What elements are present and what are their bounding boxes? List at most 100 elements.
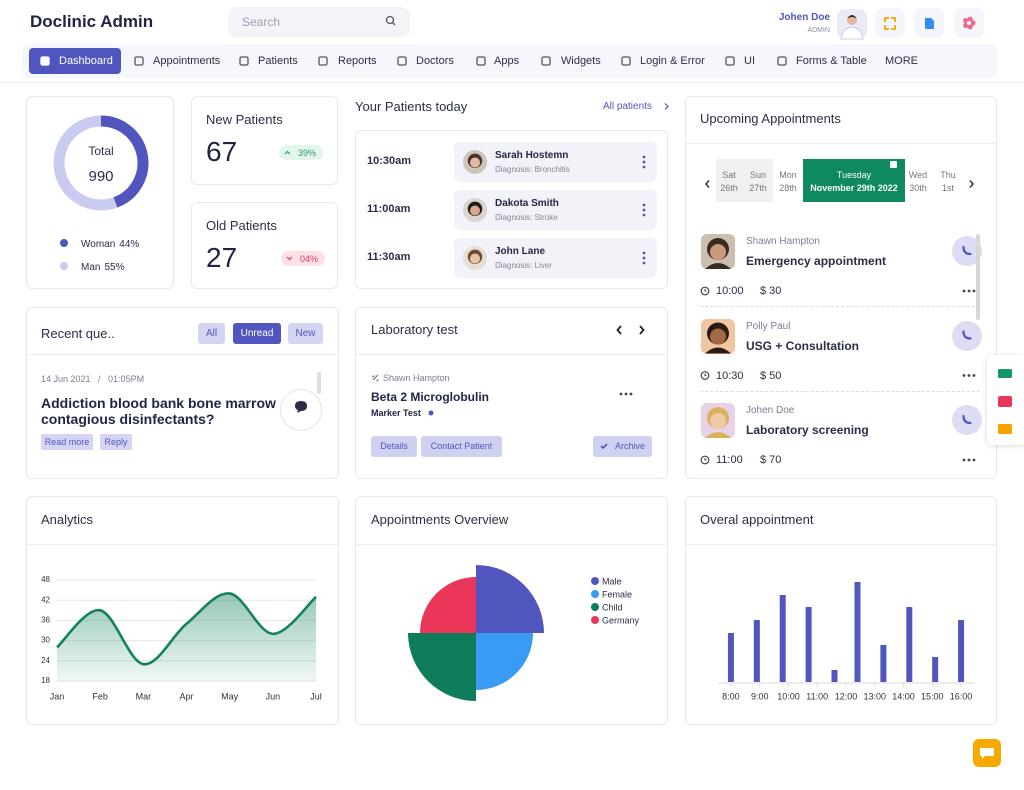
doctor-name: Johen Doe bbox=[746, 405, 795, 416]
nav-item[interactable]: Reports bbox=[338, 55, 377, 67]
action-button[interactable]: Contact Patient bbox=[421, 436, 502, 457]
appointment-time: 11:00 bbox=[716, 454, 743, 466]
divider bbox=[26, 544, 339, 545]
day-date[interactable]: 30th bbox=[909, 183, 927, 193]
stat-badge bbox=[279, 145, 323, 160]
card bbox=[685, 496, 997, 725]
appointment-title: USG + Consultation bbox=[746, 338, 860, 353]
day-date[interactable]: 27th bbox=[749, 183, 767, 193]
day-date[interactable]: 1st bbox=[941, 183, 954, 193]
appointment-price: $ 30 bbox=[760, 285, 782, 297]
doctor-name: Shawn Hampton bbox=[746, 236, 820, 247]
user-avatar[interactable] bbox=[837, 9, 867, 39]
nav-item[interactable]: Doctors bbox=[416, 55, 454, 67]
nav-item[interactable]: Apps bbox=[494, 55, 520, 67]
stat-badge bbox=[281, 251, 325, 266]
doctor-avatar bbox=[701, 318, 735, 354]
day-name[interactable]: Sun bbox=[749, 170, 766, 180]
stat-title: New Patients bbox=[206, 112, 283, 127]
stat-value: 67 bbox=[206, 136, 238, 167]
appointment-title: Laboratory screening bbox=[746, 423, 869, 437]
card bbox=[26, 496, 339, 725]
chat-button[interactable] bbox=[280, 389, 322, 431]
scrollbar-thumb bbox=[317, 372, 321, 394]
doctor-name: Polly Paul bbox=[746, 320, 791, 332]
nav-item[interactable]: Login & Error bbox=[640, 55, 705, 67]
lab-marker: Marker Test bbox=[371, 408, 421, 418]
appointment-time: 11:00am bbox=[367, 203, 411, 215]
day-selected[interactable] bbox=[803, 159, 905, 202]
appointment-price: $ 50 bbox=[760, 369, 782, 382]
scrollbar-thumb bbox=[976, 234, 980, 320]
patient-chip[interactable] bbox=[454, 190, 657, 230]
help-button[interactable] bbox=[973, 739, 1001, 767]
divider bbox=[26, 354, 339, 355]
day-date[interactable]: 26th bbox=[720, 183, 738, 193]
day-name: Tuesday bbox=[836, 170, 872, 180]
stat-title: Old Patients bbox=[206, 218, 277, 233]
day-date[interactable]: 28th bbox=[779, 183, 797, 193]
filter-button[interactable]: New bbox=[288, 323, 323, 344]
brand: Doclinic Admin bbox=[30, 12, 154, 31]
lab-patient: Shawn Hampton bbox=[383, 373, 450, 383]
nav-item[interactable]: Widgets bbox=[561, 55, 601, 67]
action-button[interactable]: Archive bbox=[593, 436, 652, 457]
patient-diagnosis: Diagnosis: Liver bbox=[495, 261, 552, 270]
nav-item[interactable]: MORE bbox=[885, 55, 918, 67]
nav-item[interactable]: Patients bbox=[258, 55, 298, 67]
card bbox=[355, 496, 668, 725]
day-name[interactable]: Wed bbox=[908, 170, 928, 180]
nav-item[interactable]: UI bbox=[744, 55, 755, 67]
question-datetime: 14 Jun 2021 / 01:05PM bbox=[41, 374, 145, 384]
nav-item[interactable]: Dashboard bbox=[59, 55, 113, 67]
action-button[interactable]: Reply bbox=[100, 434, 132, 450]
stat-change: 04% bbox=[300, 254, 319, 264]
call-button[interactable] bbox=[952, 405, 982, 435]
doctor-avatar bbox=[701, 234, 735, 269]
divider bbox=[355, 544, 668, 545]
day-date: November 29th 2022 bbox=[810, 183, 898, 193]
dashed-divider bbox=[700, 390, 980, 392]
filter-button[interactable]: All bbox=[198, 323, 225, 344]
header-divider bbox=[0, 82, 1024, 83]
nav-item[interactable]: Forms & Table bbox=[796, 55, 867, 67]
patient-chip[interactable] bbox=[454, 238, 657, 278]
section-title: Upcoming Appointments bbox=[700, 111, 841, 126]
nav-item[interactable]: Appointments bbox=[153, 55, 221, 67]
user-name: Johen Doe bbox=[778, 12, 830, 23]
icon-button[interactable] bbox=[875, 8, 905, 38]
divider bbox=[685, 544, 997, 545]
divider bbox=[685, 143, 997, 144]
day-bg bbox=[716, 159, 773, 202]
chart-title: Overal appointment bbox=[700, 512, 814, 527]
question-text: Addiction blood bank bone marrow contagi… bbox=[41, 395, 276, 427]
icon-button[interactable] bbox=[954, 8, 984, 38]
divider bbox=[355, 354, 668, 355]
patient-chip[interactable] bbox=[454, 142, 657, 182]
side-toolbar[interactable] bbox=[987, 355, 1024, 445]
patient-diagnosis: Diagnosis: Bronchitis bbox=[495, 165, 570, 174]
day-name[interactable]: Sat bbox=[722, 170, 736, 180]
search-box[interactable] bbox=[228, 7, 410, 37]
patient-diagnosis: Diagnosis: Stroke bbox=[495, 213, 558, 222]
dashed-divider bbox=[700, 306, 980, 307]
appointment-time: 10:00 bbox=[716, 285, 744, 297]
doctor-avatar bbox=[701, 403, 735, 438]
patient-name: Dakota Smith bbox=[495, 198, 559, 209]
all-patients-link[interactable]: All patients bbox=[603, 101, 652, 112]
day-name[interactable]: Mon bbox=[779, 170, 797, 180]
day-name[interactable]: Thu bbox=[940, 170, 956, 180]
appointment-time: 10:30 bbox=[716, 369, 744, 382]
action-button[interactable]: Read more bbox=[41, 434, 93, 450]
icon-button[interactable] bbox=[914, 8, 944, 38]
section-title: Your Patients today bbox=[355, 99, 468, 114]
appointment-title: Emergency appointment bbox=[746, 254, 887, 268]
card bbox=[26, 96, 174, 289]
stat-change: 39% bbox=[298, 148, 317, 158]
action-button[interactable]: Details bbox=[371, 436, 417, 457]
appointment-time: 11:30am bbox=[367, 251, 411, 263]
card bbox=[191, 202, 338, 289]
filter-button[interactable]: Unread bbox=[233, 323, 281, 344]
call-button[interactable] bbox=[952, 320, 982, 351]
